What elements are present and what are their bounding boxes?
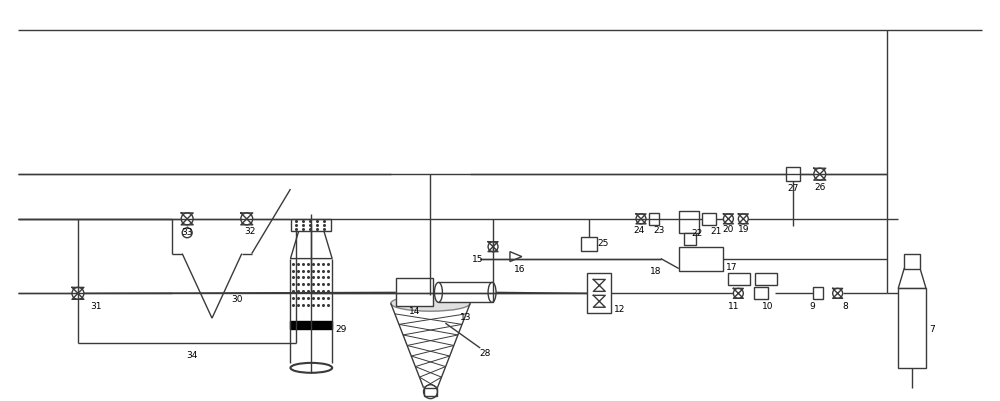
Bar (904, 254, 920, 269)
Bar (786, 168, 800, 182)
Text: 15: 15 (472, 255, 484, 263)
Text: 9: 9 (809, 301, 815, 310)
Text: 23: 23 (653, 226, 665, 235)
Text: 19: 19 (738, 225, 749, 234)
Bar (813, 288, 823, 300)
Bar (290, 321, 332, 329)
Bar (702, 213, 716, 225)
Text: 31: 31 (90, 301, 102, 310)
Text: 7: 7 (929, 324, 935, 333)
Bar (684, 233, 696, 245)
Bar (728, 274, 750, 286)
Text: 27: 27 (787, 183, 799, 192)
Bar (581, 237, 597, 251)
Text: 28: 28 (479, 348, 491, 358)
Polygon shape (898, 269, 926, 289)
Text: 22: 22 (691, 229, 702, 238)
Text: 24: 24 (633, 226, 645, 235)
Text: 20: 20 (723, 225, 734, 234)
Bar (587, 274, 611, 314)
Text: 32: 32 (244, 227, 255, 236)
Bar (649, 213, 659, 225)
Text: 11: 11 (728, 301, 739, 310)
Polygon shape (510, 252, 522, 262)
Text: 16: 16 (514, 264, 526, 273)
Text: 17: 17 (726, 262, 737, 271)
Bar (679, 211, 699, 233)
Text: 33: 33 (181, 228, 193, 237)
Text: 34: 34 (186, 350, 198, 360)
Ellipse shape (290, 363, 332, 373)
Bar (424, 388, 437, 396)
Text: 25: 25 (598, 239, 609, 247)
Bar (291, 219, 331, 231)
Text: 10: 10 (762, 301, 774, 310)
Text: 13: 13 (459, 312, 471, 321)
Text: 26: 26 (814, 182, 825, 191)
Text: 14: 14 (409, 306, 420, 315)
Text: 8: 8 (843, 301, 848, 310)
Text: 29: 29 (335, 324, 347, 333)
Bar (679, 247, 723, 271)
Ellipse shape (434, 283, 442, 302)
Polygon shape (661, 259, 679, 269)
Bar (755, 274, 777, 286)
Polygon shape (290, 229, 332, 259)
Bar (438, 283, 493, 302)
Bar (396, 279, 433, 306)
Ellipse shape (391, 296, 470, 312)
Bar (898, 289, 926, 368)
Bar (754, 288, 768, 300)
Text: 30: 30 (231, 294, 243, 303)
Text: 18: 18 (650, 266, 662, 275)
Text: 21: 21 (711, 227, 722, 236)
Ellipse shape (488, 283, 496, 302)
Text: 12: 12 (613, 304, 625, 313)
